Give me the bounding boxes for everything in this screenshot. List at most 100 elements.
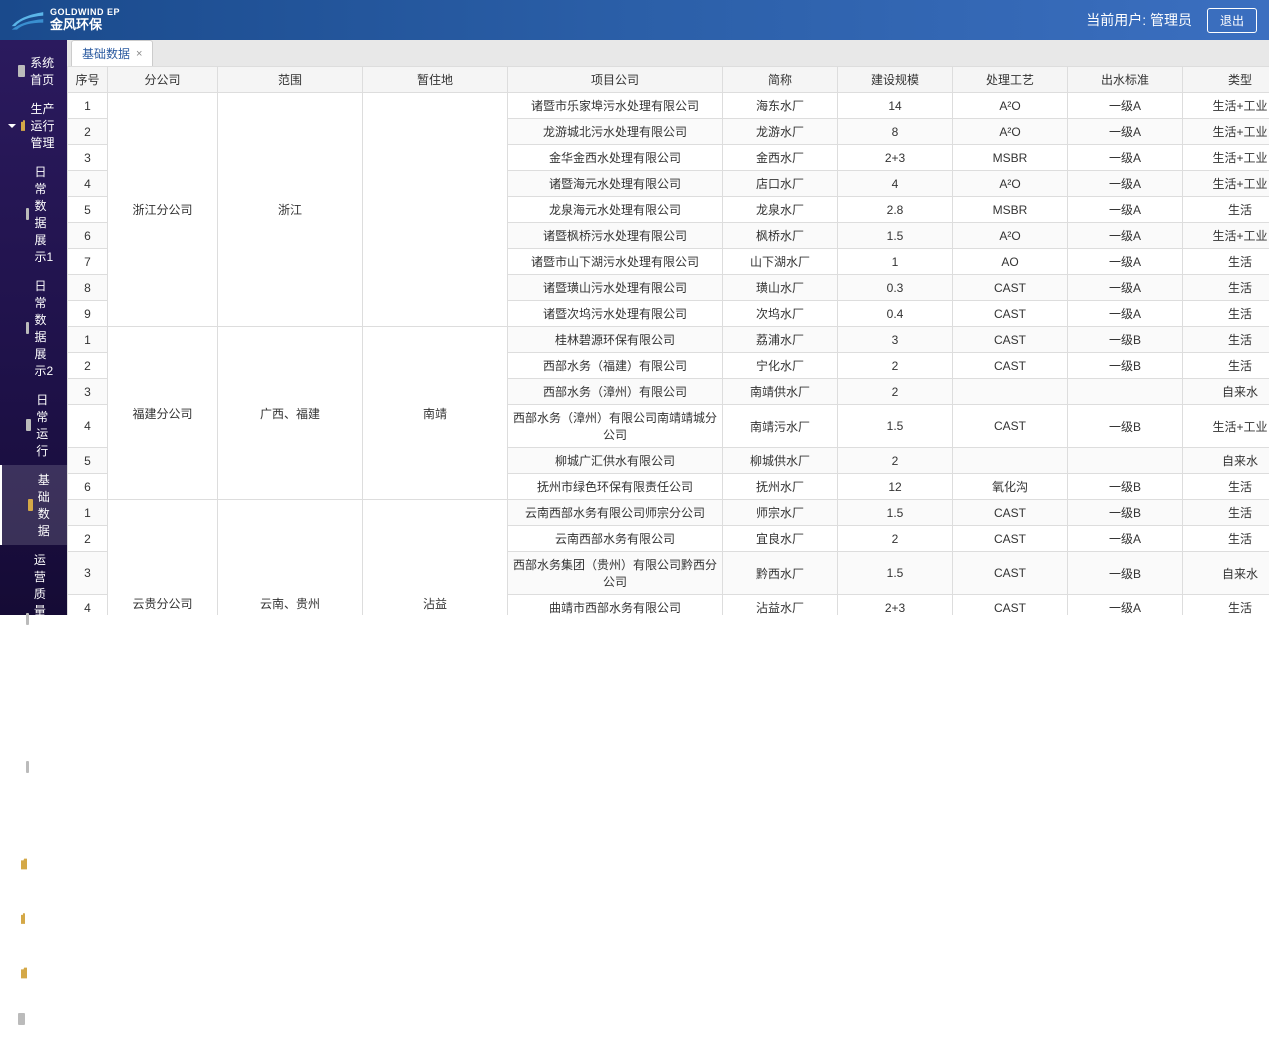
- cell-seq: 5: [68, 197, 108, 223]
- cell-type: 生活: [1183, 301, 1269, 327]
- cell-short: 宜良水厂: [723, 526, 838, 552]
- cell-scope: 云南、贵州: [218, 500, 363, 616]
- cell-company: 诸暨璜山污水处理有限公司: [508, 275, 723, 301]
- sidebar-item-label: 日常数据展示1: [34, 163, 57, 265]
- cell-type: 生活+工业: [1183, 405, 1269, 448]
- brand-cn: 金风环保: [50, 18, 120, 32]
- cell-short: 师宗水厂: [723, 500, 838, 526]
- sidebar-item[interactable]: 运营分析: [0, 950, 67, 996]
- column-header: 类型: [1183, 67, 1269, 93]
- cell-branch: 云贵分公司: [108, 500, 218, 616]
- cell-standard: 一级B: [1068, 327, 1183, 353]
- table-container: 序号分公司范围暂住地项目公司简称建设规模处理工艺出水标准类型 1浙江分公司浙江诸…: [67, 66, 1269, 615]
- cell-seq: 8: [68, 275, 108, 301]
- cell-type: 生活: [1183, 327, 1269, 353]
- chevron-icon: [8, 124, 16, 128]
- sidebar-item[interactable]: 日常数据展示1: [0, 157, 67, 271]
- cell-short: 黔西水厂: [723, 552, 838, 595]
- cell-type: 生活: [1183, 249, 1269, 275]
- cell-scale: 3: [838, 327, 953, 353]
- cell-process: A²O: [953, 223, 1068, 249]
- column-header: 分公司: [108, 67, 218, 93]
- cell-seq: 5: [68, 448, 108, 474]
- cell-process: A²O: [953, 93, 1068, 119]
- sidebar-item[interactable]: 化验管理: [0, 841, 67, 887]
- sidebar-item-label: 财务收支管理: [30, 893, 57, 944]
- cell-standard: 一级A: [1068, 171, 1183, 197]
- sidebar-item[interactable]: 基础数据: [0, 465, 67, 545]
- chevron-icon: [10, 860, 14, 868]
- sidebar-item[interactable]: 财务收支管理: [0, 887, 67, 950]
- cell-scope: 浙江: [218, 93, 363, 327]
- cell-temp: 南靖: [363, 327, 508, 500]
- column-header: 建设规模: [838, 67, 953, 93]
- cell-seq: 1: [68, 93, 108, 119]
- file-icon: [18, 65, 25, 77]
- logo-area: GOLDWIND EP 金风环保: [0, 5, 145, 35]
- column-header: 出水标准: [1068, 67, 1183, 93]
- logout-button[interactable]: 退出: [1207, 8, 1257, 33]
- cell-short: 金西水厂: [723, 145, 838, 171]
- column-header: 项目公司: [508, 67, 723, 93]
- sidebar-item[interactable]: 日常数据展示2: [0, 271, 67, 385]
- cell-seq: 3: [68, 552, 108, 595]
- cell-seq: 1: [68, 327, 108, 353]
- cell-scale: 14: [838, 93, 953, 119]
- cell-company: 金华金西水处理有限公司: [508, 145, 723, 171]
- cell-standard: 一级A: [1068, 526, 1183, 552]
- cell-process: 氧化沟: [953, 474, 1068, 500]
- cell-scale: 2: [838, 379, 953, 405]
- cell-seq: 3: [68, 145, 108, 171]
- folder-icon: [21, 913, 25, 925]
- sidebar-item[interactable]: 系统首页: [0, 48, 67, 94]
- cell-scale: 12: [838, 474, 953, 500]
- cell-process: CAST: [953, 301, 1068, 327]
- cell-temp: [363, 93, 508, 327]
- sidebar-item-label: 生产运行管理: [30, 100, 57, 151]
- cell-type: 生活: [1183, 474, 1269, 500]
- cell-scale: 1.5: [838, 223, 953, 249]
- cell-company: 曲靖市西部水务有限公司: [508, 595, 723, 616]
- cell-type: 生活: [1183, 197, 1269, 223]
- folder-icon: [21, 967, 27, 979]
- cell-short: 抚州水厂: [723, 474, 838, 500]
- column-header: 范围: [218, 67, 363, 93]
- sidebar-item[interactable]: 用户管理: [0, 996, 67, 1042]
- cell-company: 诸暨市山下湖污水处理有限公司: [508, 249, 723, 275]
- cell-type: 生活: [1183, 275, 1269, 301]
- sidebar-item-label: 化验管理: [32, 847, 57, 881]
- cell-short: 南靖供水厂: [723, 379, 838, 405]
- sidebar-item[interactable]: 运营质量实时评分: [0, 545, 67, 693]
- cell-type: 自来水: [1183, 379, 1269, 405]
- sidebar-item-label: 系统首页: [30, 54, 57, 88]
- cell-seq: 6: [68, 223, 108, 249]
- cell-standard: 一级A: [1068, 223, 1183, 249]
- file-icon: [28, 499, 33, 511]
- tab-basic-data[interactable]: 基础数据 ×: [71, 40, 153, 66]
- cell-company: 龙泉海元水处理有限公司: [508, 197, 723, 223]
- cell-type: 生活+工业: [1183, 223, 1269, 249]
- sidebar-item-label: 运营质量实时评分: [34, 551, 57, 687]
- table-row: 1浙江分公司浙江诸暨市乐家埠污水处理有限公司海东水厂14A²O一级A生活+工业: [68, 93, 1269, 119]
- cell-type: 自来水: [1183, 448, 1269, 474]
- sidebar-item[interactable]: 运营质量统计评分: [0, 693, 67, 841]
- sidebar-item[interactable]: 日常运行: [0, 385, 67, 465]
- cell-scale: 2+3: [838, 145, 953, 171]
- sidebar-item[interactable]: 生产运行管理: [0, 94, 67, 157]
- column-header: 暂住地: [363, 67, 508, 93]
- cell-process: A²O: [953, 171, 1068, 197]
- sidebar-item-label: 运营质量统计评分: [34, 699, 57, 835]
- cell-company: 诸暨次坞污水处理有限公司: [508, 301, 723, 327]
- cell-seq: 7: [68, 249, 108, 275]
- cell-temp: 沾益: [363, 500, 508, 616]
- sidebar-nav: 系统首页生产运行管理日常数据展示1日常数据展示2日常运行基础数据运营质量实时评分…: [0, 40, 67, 615]
- cell-company: 诸暨枫桥污水处理有限公司: [508, 223, 723, 249]
- cell-type: 生活+工业: [1183, 93, 1269, 119]
- cell-seq: 2: [68, 119, 108, 145]
- cell-scale: 4: [838, 171, 953, 197]
- tab-label: 基础数据: [82, 45, 130, 62]
- cell-scope: 广西、福建: [218, 327, 363, 500]
- cell-process: CAST: [953, 275, 1068, 301]
- close-icon[interactable]: ×: [136, 48, 142, 60]
- cell-standard: 一级A: [1068, 301, 1183, 327]
